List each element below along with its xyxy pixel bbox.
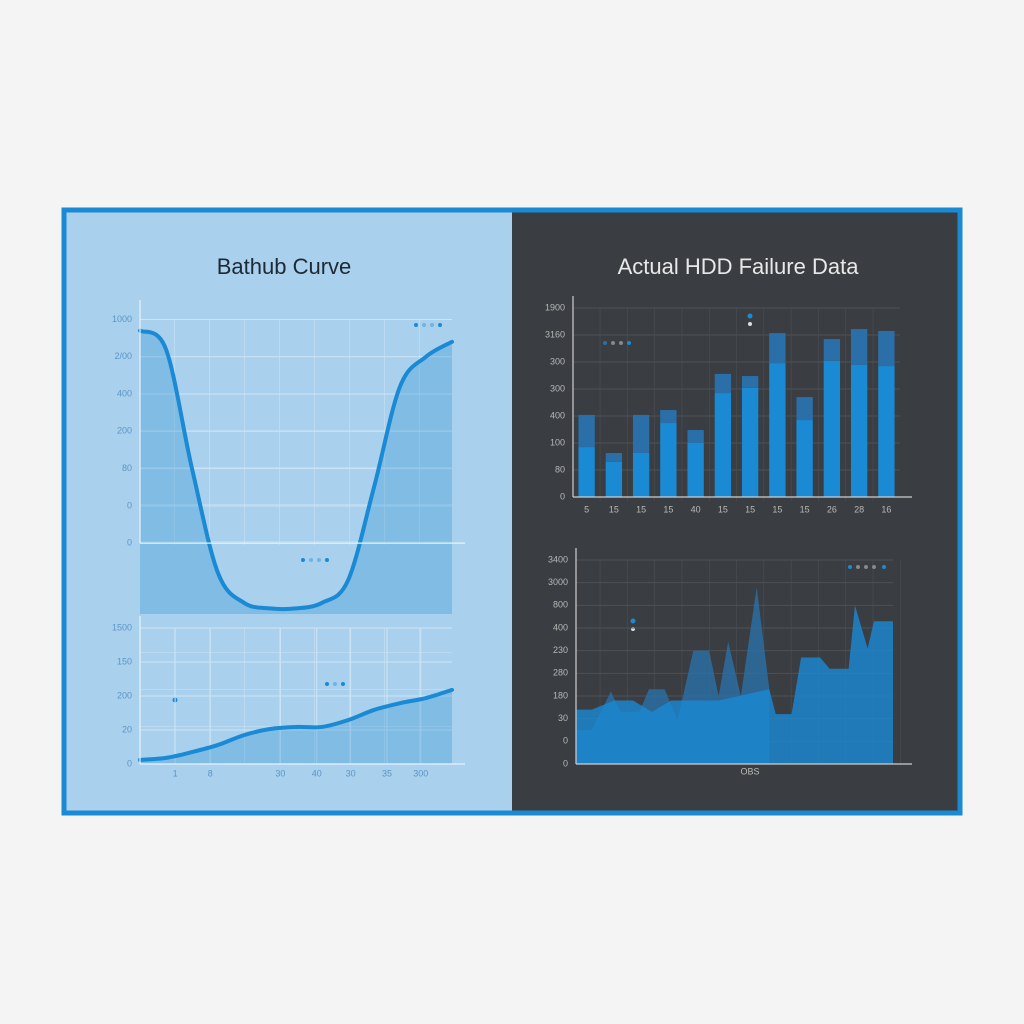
y-tick-label: 0 bbox=[127, 758, 132, 768]
x-axis-label: OBS bbox=[740, 766, 759, 776]
y-tick-label: 400 bbox=[550, 410, 565, 420]
x-tick-label: 15 bbox=[609, 504, 619, 514]
bar bbox=[660, 423, 677, 497]
x-tick-label: 15 bbox=[718, 504, 728, 514]
bar bbox=[687, 430, 704, 443]
y-tick-label: 2/00 bbox=[114, 351, 132, 361]
bar bbox=[769, 363, 786, 497]
y-tick-label: 400 bbox=[553, 622, 568, 632]
y-tick-label: 200 bbox=[117, 426, 132, 436]
bar bbox=[741, 387, 759, 497]
bar bbox=[823, 360, 841, 497]
x-tick-label: 35 bbox=[382, 768, 392, 778]
x-tick-label: 30 bbox=[346, 768, 356, 778]
bar bbox=[632, 414, 650, 453]
x-tick-label: 8 bbox=[208, 768, 213, 778]
x-tick-label: 15 bbox=[800, 504, 810, 514]
x-tick-label: 15 bbox=[636, 504, 646, 514]
x-tick-label: 15 bbox=[663, 504, 673, 514]
bar bbox=[660, 410, 677, 424]
y-tick-label: 280 bbox=[553, 668, 568, 678]
bar bbox=[714, 373, 732, 394]
y-tick-label: 0 bbox=[563, 758, 568, 768]
bar bbox=[796, 420, 813, 497]
y-tick-label: 0 bbox=[127, 500, 132, 510]
line bbox=[138, 328, 454, 612]
y-tick-label: 80 bbox=[555, 464, 565, 474]
frame-border bbox=[61, 207, 963, 816]
chart-title: Bathub Curve bbox=[217, 254, 352, 279]
y-tick-label: 0 bbox=[560, 491, 565, 501]
x-tick-label: 5 bbox=[584, 504, 589, 514]
bar bbox=[632, 452, 650, 497]
chart-title: Actual HDD Failure Data bbox=[618, 254, 860, 279]
y-tick-label: 300 bbox=[550, 356, 565, 366]
y-tick-label: 300 bbox=[550, 383, 565, 393]
grid-pattern bbox=[573, 308, 900, 501]
y-tick-label: 150 bbox=[117, 656, 132, 666]
y-tick-label: 100 bbox=[550, 437, 565, 447]
y-tick-label: 230 bbox=[553, 645, 568, 655]
y-tick-label: 200 bbox=[117, 690, 132, 700]
x-tick-label: 26 bbox=[827, 504, 837, 514]
bar bbox=[823, 339, 841, 361]
y-tick-label: 0 bbox=[563, 736, 568, 746]
y-tick-label: 30 bbox=[558, 713, 568, 723]
decor-dots bbox=[172, 313, 886, 703]
bar bbox=[769, 333, 786, 364]
bar bbox=[850, 364, 868, 497]
x-tick-label: 28 bbox=[854, 504, 864, 514]
bar bbox=[741, 376, 759, 388]
bar bbox=[878, 366, 895, 497]
bar bbox=[850, 329, 868, 365]
x-tick-label: 1 bbox=[173, 768, 178, 778]
x-tick-label: 300 bbox=[413, 768, 428, 778]
x-tick-label: 40 bbox=[312, 768, 322, 778]
y-tick-label: 3000 bbox=[548, 577, 568, 587]
y-tick-label: 800 bbox=[553, 600, 568, 610]
y-tick-label: 1500 bbox=[112, 622, 132, 632]
y-tick-label: 1000 bbox=[112, 314, 132, 324]
bar bbox=[578, 447, 595, 497]
line bbox=[138, 687, 454, 762]
x-tick-label: 30 bbox=[275, 768, 285, 778]
x-tick-label: 15 bbox=[745, 504, 755, 514]
bar bbox=[687, 443, 704, 497]
grid-pattern bbox=[140, 320, 452, 545]
area bbox=[576, 605, 893, 764]
x-tick-label: 40 bbox=[691, 504, 701, 514]
bar bbox=[605, 461, 623, 497]
y-tick-label: 80 bbox=[122, 463, 132, 473]
y-tick-label: 1900 bbox=[545, 302, 565, 312]
bar bbox=[878, 330, 895, 367]
x-tick-label: 15 bbox=[772, 504, 782, 514]
bar bbox=[796, 397, 813, 421]
y-tick-label: 180 bbox=[553, 690, 568, 700]
bar bbox=[578, 414, 595, 448]
y-tick-label: 20 bbox=[122, 724, 132, 734]
y-tick-label: 3400 bbox=[548, 554, 568, 564]
x-tick-label: 16 bbox=[881, 504, 891, 514]
bar bbox=[714, 393, 732, 497]
y-tick-label: 3160 bbox=[545, 329, 565, 339]
bar bbox=[605, 452, 623, 462]
y-tick-label: 0 bbox=[127, 538, 132, 548]
y-tick-label: 400 bbox=[117, 388, 132, 398]
